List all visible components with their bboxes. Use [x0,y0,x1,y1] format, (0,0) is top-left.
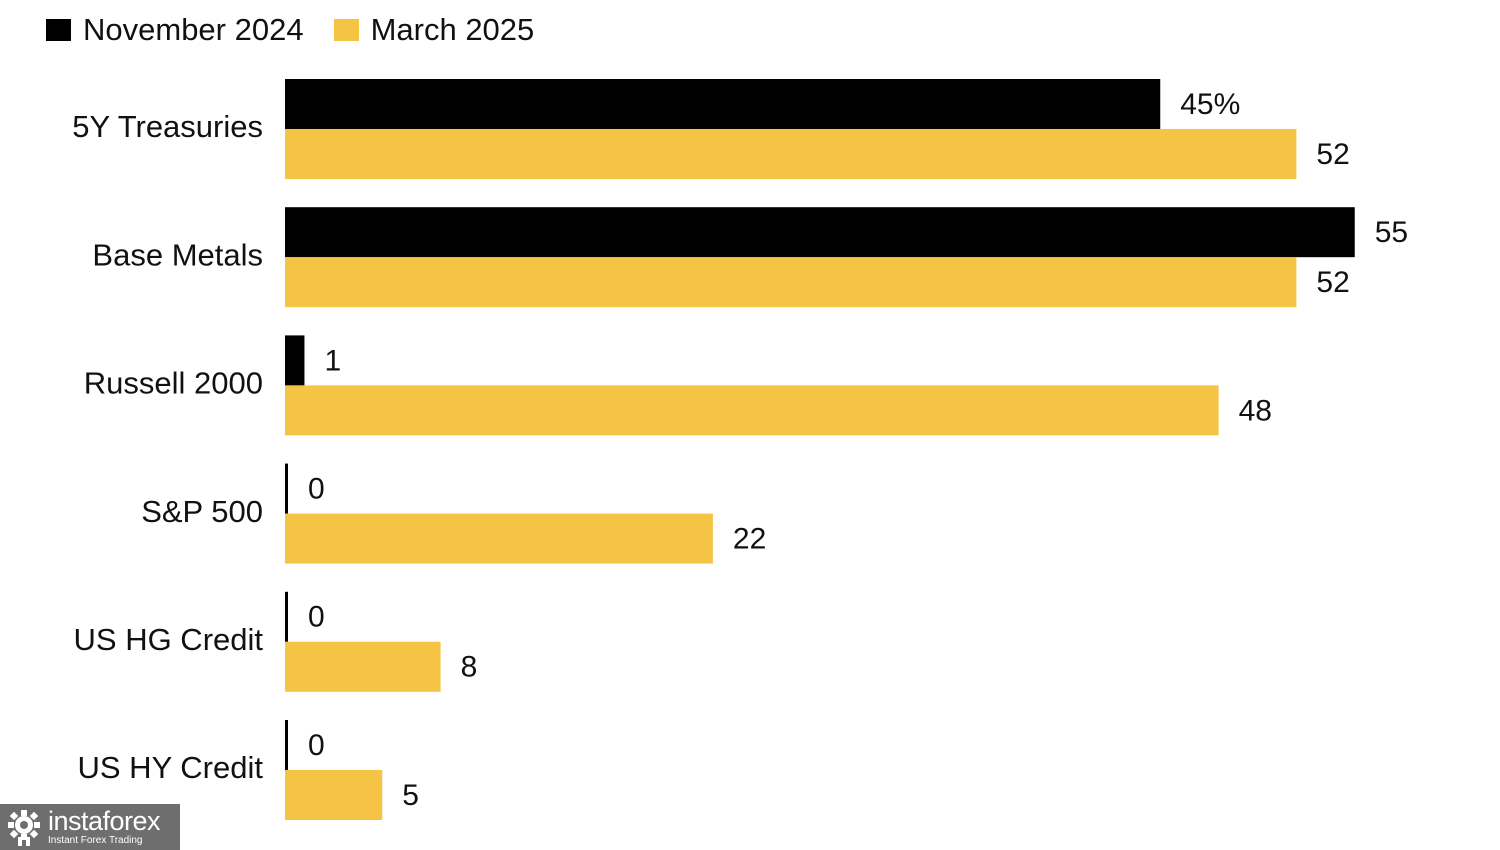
category-label-russell-2000: Russell 2000 [84,366,263,401]
bar-march-2025-us-hy-credit [285,770,383,820]
legend-swatch-march-2025 [333,19,359,41]
legend-item-november-2024: November 2024 [46,12,304,48]
category-label-sandp-500: S&P 500 [141,494,263,529]
data-label-november-2024-us-hg-credit: 0 [308,601,325,634]
gear-logo-icon [8,810,40,846]
data-label-march-2025-5y-treasuries: 52 [1316,138,1349,171]
bar-november-2024-sandp-500 [285,463,288,514]
data-label-march-2025-us-hg-credit: 8 [461,651,478,684]
legend-label-march-2025: March 2025 [370,12,535,47]
data-label-march-2025-us-hy-credit: 5 [402,779,419,812]
watermark: instaforex Instant Forex Trading [0,804,180,850]
bar-march-2025-us-hg-credit [285,641,441,692]
category-label-us-hy-credit: US HY Credit [78,750,264,785]
watermark-tagline: Instant Forex Trading [48,835,143,846]
data-label-march-2025-base-metals: 52 [1316,266,1349,299]
bar-november-2024-russell-2000 [285,335,305,386]
bar-november-2024-base-metals [285,207,1355,258]
bar-march-2025-sandp-500 [285,513,713,564]
data-label-november-2024-5y-treasuries: 45% [1180,88,1240,121]
data-label-november-2024-us-hy-credit: 0 [308,729,325,762]
bar-march-2025-russell-2000 [285,385,1219,436]
data-label-november-2024-base-metals: 55 [1375,216,1408,249]
bar-november-2024-us-hy-credit [285,720,288,770]
category-label-us-hg-credit: US HG Credit [74,622,264,657]
data-label-november-2024-russell-2000: 1 [324,344,341,377]
chart-legend: November 2024 March 2025 [46,12,564,48]
category-label-base-metals: Base Metals [92,237,263,272]
data-label-march-2025-russell-2000: 48 [1239,394,1272,427]
legend-item-march-2025: March 2025 [333,12,535,48]
bar-november-2024-us-hg-credit [285,591,288,642]
legend-label-november-2024: November 2024 [83,12,304,47]
bar-march-2025-5y-treasuries [285,129,1297,179]
bar-march-2025-base-metals [285,257,1297,308]
legend-swatch-november-2024 [46,19,71,41]
category-label-5y-treasuries: 5Y Treasuries [72,109,263,144]
watermark-brand: instaforex [48,806,161,836]
data-label-november-2024-sandp-500: 0 [308,473,325,506]
data-label-march-2025-sandp-500: 22 [733,523,766,556]
bar-november-2024-5y-treasuries [285,79,1161,129]
